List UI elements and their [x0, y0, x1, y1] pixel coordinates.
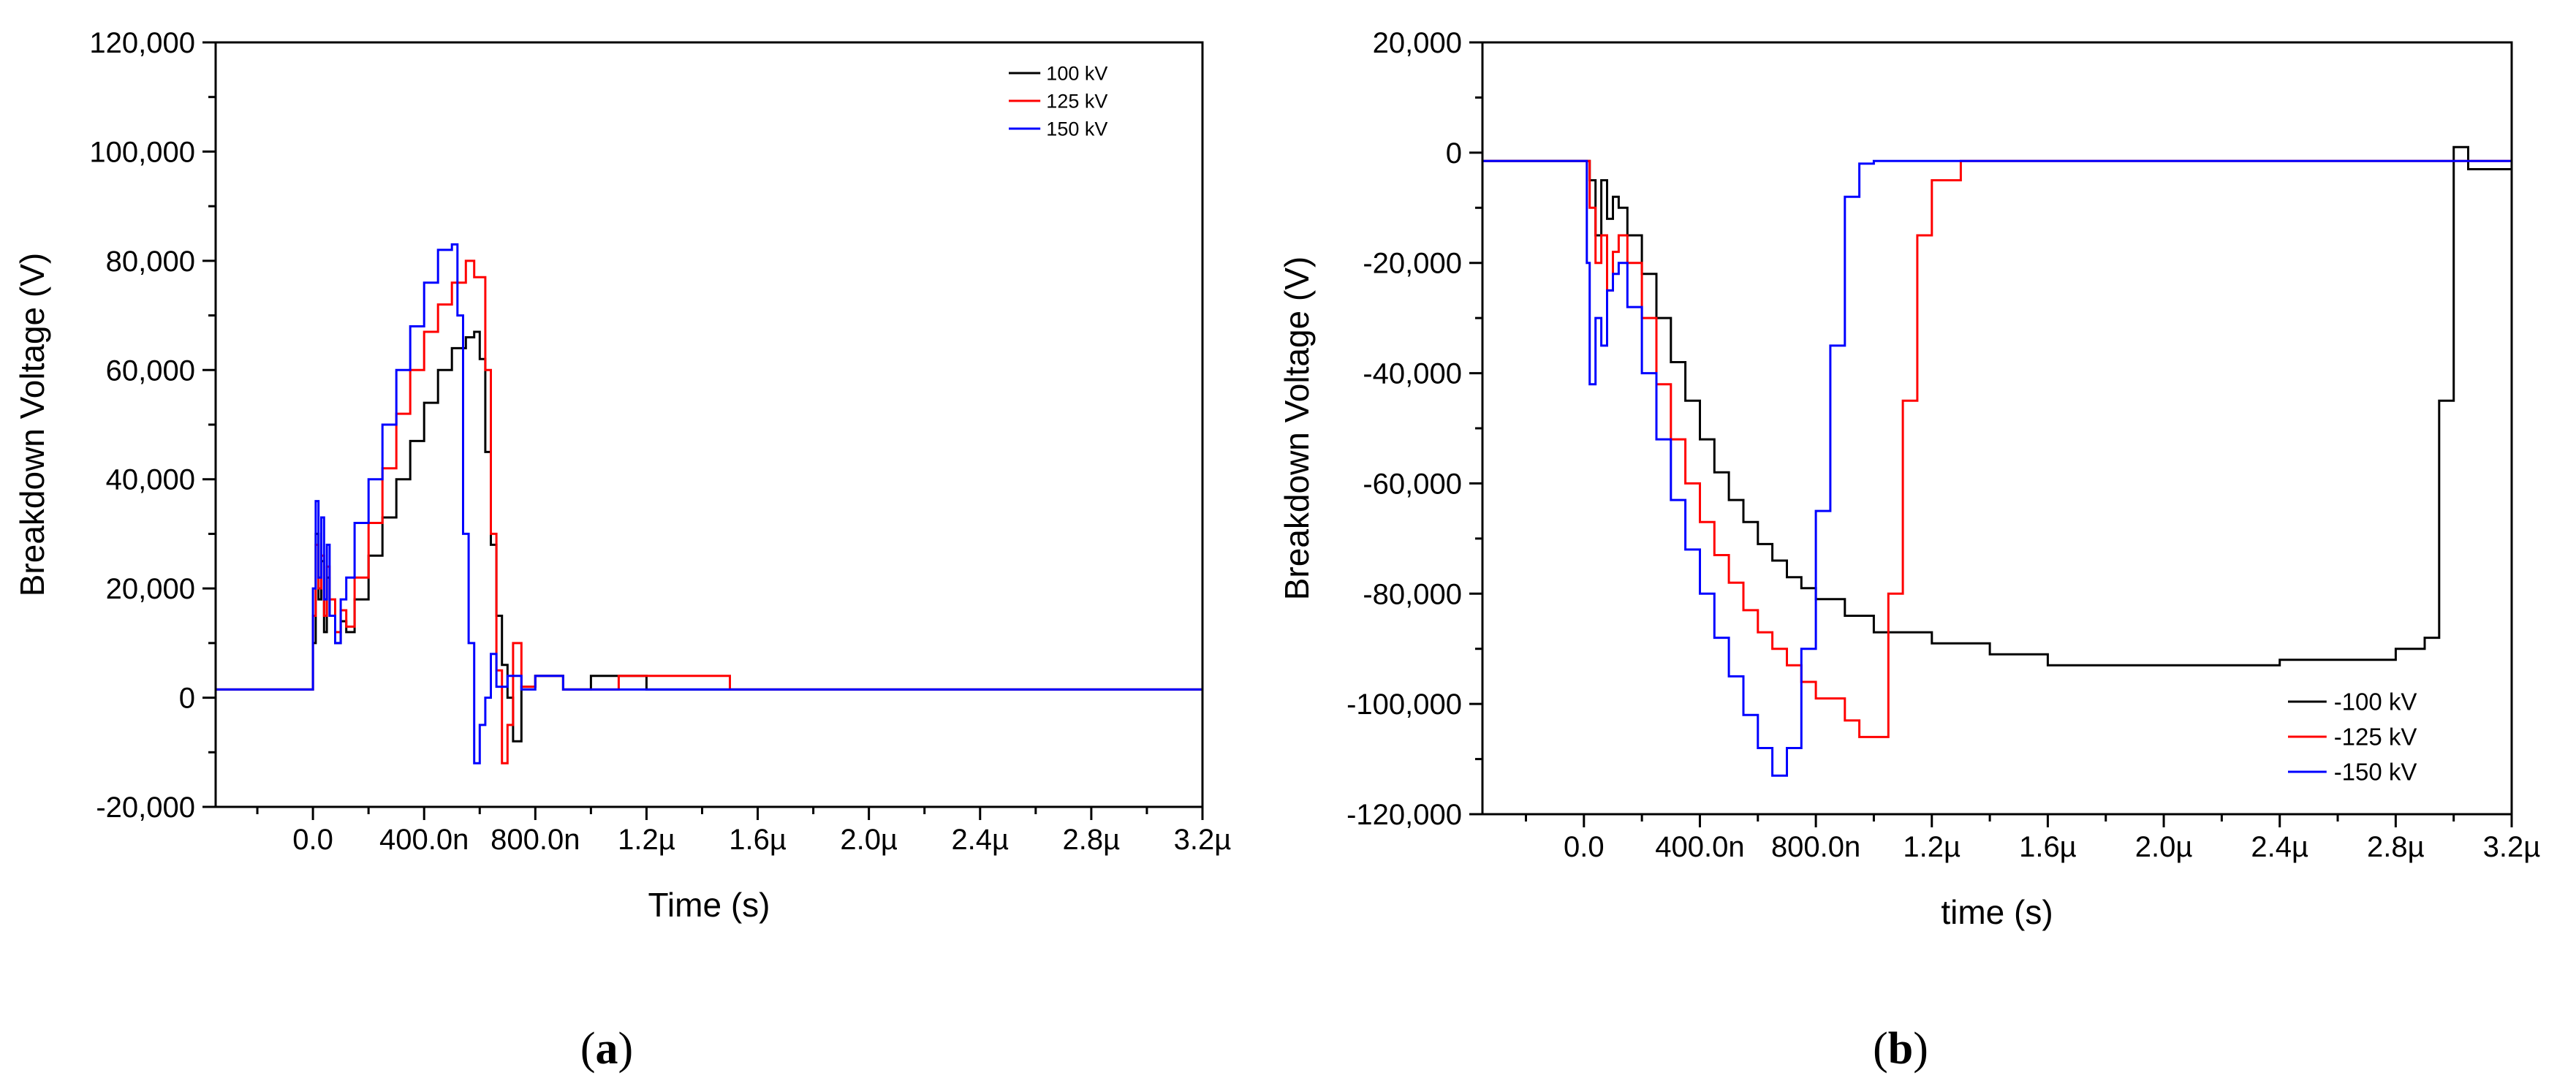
chart-a-y-tick-label: 40,000: [106, 464, 195, 496]
chart-b-panel-letter: b: [1888, 1024, 1913, 1074]
chart-b-y-axis-title: Breakdown Voltage (V): [1278, 257, 1316, 601]
chart-b-y-tick-label: 20,000: [1373, 27, 1462, 59]
chart-b-y-tick-label: -40,000: [1363, 358, 1462, 390]
chart-b-x-tick-label: 0.0: [1564, 831, 1605, 863]
chart-b-plot-area: [1482, 145, 2512, 777]
chart-b-x-tick-label: 1.2µ: [1903, 831, 1961, 863]
chart-a-y-tick-label: 100,000: [89, 136, 195, 168]
chart-b-x-tick-label: 2.0µ: [2135, 831, 2193, 863]
chart-b-y-axis: -120,000 -100,000 -80,000 -60,000 -40,000 -20…: [1346, 27, 1482, 831]
chart-a-plot-area: [216, 243, 1202, 764]
chart-a-x-axis-title: Time (s): [648, 886, 770, 924]
chart-a-y-tick-label: 120,000: [89, 27, 195, 59]
chart-b-x-tick-label: 1.6µ: [2019, 831, 2077, 863]
chart-a-x-tick-label: 1.2µ: [618, 824, 675, 856]
chart-a-y-tick-label: 60,000: [106, 354, 195, 387]
chart-a-x-axis: 0.0 400.0n 800.0n 1.2µ 1.6µ 2.0µ 2.4µ 2.8µ 3.2µ: [256, 807, 1232, 856]
chart-a-series-100-kv-line: [216, 330, 1202, 743]
chart-b-x-tick-label: 3.2µ: [2483, 831, 2541, 863]
chart-a-y-axis: -20,000 0 20,000 40,000 60,000 80,000 100,000 1…: [89, 27, 216, 824]
chart-a-x-tick-label: 2.0µ: [840, 824, 898, 856]
chart-b-x-axis-title: time (s): [1941, 893, 2053, 931]
chart-a-series-150-kv-line: [216, 243, 1202, 764]
chart-b-x-tick-label: 2.4µ: [2251, 831, 2308, 863]
chart-a-x-tick-label: 2.4µ: [951, 824, 1009, 856]
chart-a-y-axis-title: Breakdown Voltage (V): [13, 253, 51, 597]
chart-b-x-tick-label: 400.0n: [1655, 831, 1744, 863]
chart-a-y-tick-label: 0: [179, 683, 195, 715]
chart-b-series-100-kv-line: [1482, 145, 2512, 667]
chart-b-legend-label: -125 kV: [2334, 724, 2417, 751]
chart-panel-b: 0.0 400.0n 800.0n 1.2µ 1.6µ 2.0µ 2.4µ 2.8µ 3.2µ …: [1278, 27, 2540, 1074]
chart-b-y-tick-label: -120,000: [1346, 799, 1462, 831]
chart-b-y-tick-label: -60,000: [1363, 468, 1462, 500]
chart-b-legend-label: -150 kV: [2334, 759, 2417, 786]
chart-b-y-tick-label: -80,000: [1363, 578, 1462, 610]
chart-b-panel-label: (b): [1873, 1024, 1928, 1074]
chart-a-x-tick-label: 1.6µ: [729, 824, 787, 856]
chart-b-x-tick-label: 2.8µ: [2367, 831, 2425, 863]
chart-a-y-tick-label: 20,000: [106, 573, 195, 605]
chart-b-legend: -100 kV -125 kV -150 kV: [2288, 688, 2417, 786]
chart-b-x-tick-label: 800.0n: [1771, 831, 1860, 863]
chart-a-x-tick-label: 2.8µ: [1063, 824, 1121, 856]
chart-a-panel-letter: a: [596, 1024, 618, 1074]
chart-a-x-tick-label: 3.2µ: [1174, 824, 1232, 856]
chart-a-panel-label: (a): [580, 1024, 633, 1074]
chart-panel-a: 0.0 400.0n 800.0n 1.2µ 1.6µ 2.0µ 2.4µ 2.8µ 3.2µ …: [13, 27, 1231, 1074]
chart-a-x-tick-label: 800.0n: [490, 824, 580, 856]
chart-a-legend: 100 kV 125 kV 150 kV: [1009, 62, 1107, 140]
chart-b-y-tick-label: -100,000: [1346, 688, 1462, 721]
chart-b-legend-label: -100 kV: [2334, 688, 2417, 716]
chart-b-y-tick-label: -20,000: [1363, 248, 1462, 280]
chart-a-x-tick-label: 400.0n: [379, 824, 469, 856]
chart-a-x-tick-label: 0.0: [292, 824, 333, 856]
chart-a-y-tick-label: -20,000: [96, 792, 195, 824]
chart-a-series-125-kv-line: [216, 259, 1202, 764]
chart-a-legend-label: 100 kV: [1046, 62, 1107, 84]
chart-b-y-tick-label: 0: [1446, 137, 1462, 170]
chart-b-x-axis: 0.0 400.0n 800.0n 1.2µ 1.6µ 2.0µ 2.4µ 2.8µ 3.2µ: [1524, 814, 2541, 863]
chart-a-legend-label: 125 kV: [1046, 90, 1107, 112]
chart-a-y-tick-label: 80,000: [106, 246, 195, 278]
chart-a-legend-label: 150 kV: [1046, 118, 1107, 140]
chart-b-series-150-kv-line: [1482, 159, 2512, 777]
